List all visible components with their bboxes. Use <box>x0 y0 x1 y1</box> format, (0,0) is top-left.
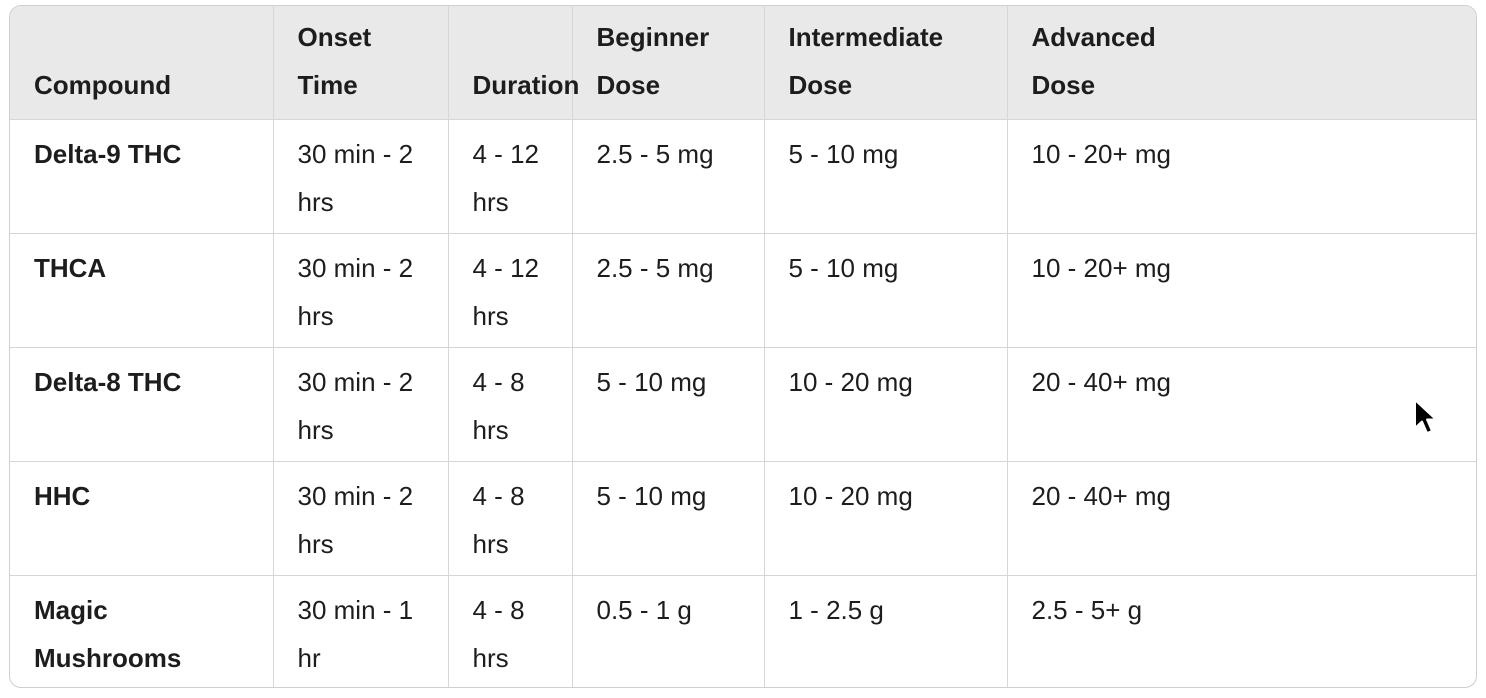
cell-onset-time: 30 min - 1 hr <box>273 575 449 687</box>
cell-beginner-dose: 2.5 - 5 mg <box>572 119 765 234</box>
cell-text: 2.5 - 5 mg <box>596 138 714 169</box>
arrow-pointer-icon <box>1414 399 1437 434</box>
cell-onset-time: 30 min - 2 hrs <box>273 119 449 234</box>
cell-intermediate-dose: 10 - 20 mg <box>764 461 1008 576</box>
header-intermediate-dose: Intermediate Dose <box>764 6 1008 120</box>
cell-text: HHC <box>34 480 91 511</box>
cell-compound: Magic Mushrooms <box>10 575 274 687</box>
header-intermediate-dose-line1: Intermediate <box>788 21 944 52</box>
cell-text: Delta-9 THC <box>34 138 182 169</box>
table-header-row: Compound Onset Time Duration Beginner Do… <box>10 6 1476 120</box>
cell-compound: THCA <box>10 233 274 348</box>
cell-intermediate-dose: 1 - 2.5 g <box>764 575 1008 687</box>
cell-text: 5 - 10 mg <box>596 480 707 511</box>
cell-text: 5 - 10 mg <box>596 366 707 397</box>
header-duration: Duration <box>448 6 579 120</box>
cell-advanced-dose: 2.5 - 5+ g <box>1007 575 1476 687</box>
cell-text: 30 min - 2 <box>297 366 414 397</box>
cell-advanced-dose: 10 - 20+ mg <box>1007 233 1476 348</box>
cell-text: 30 min - 2 <box>297 480 414 511</box>
cell-text: 1 - 2.5 g <box>788 594 884 625</box>
header-beginner-dose: Beginner Dose <box>572 6 765 120</box>
cell-advanced-dose: 20 - 40+ mg <box>1007 347 1476 462</box>
cell-text: 5 - 10 mg <box>788 138 899 169</box>
header-onset-time: Onset Time <box>273 6 449 120</box>
cell-text: 10 - 20 mg <box>788 480 913 511</box>
header-beginner-dose-line1: Beginner <box>596 21 710 52</box>
cell-duration: 4 - 8 hrs <box>448 575 573 687</box>
dosage-table: Compound Onset Time Duration Beginner Do… <box>10 6 1476 687</box>
table-row: THCA 30 min - 2 hrs 4 - 12 hrs 2.5 - 5 mg … <box>10 233 1476 348</box>
cell-intermediate-dose: 10 - 20 mg <box>764 347 1008 462</box>
cell-duration: 4 - 12 hrs <box>448 119 573 234</box>
cell-text: hrs <box>297 414 334 445</box>
cell-beginner-dose: 5 - 10 mg <box>572 461 765 576</box>
cell-text: Delta-8 THC <box>34 366 182 397</box>
cell-text: hrs <box>297 300 334 331</box>
cell-text: 4 - 8 hrs <box>472 594 525 673</box>
cell-compound: Delta-9 THC <box>10 119 274 234</box>
cell-text: 20 - 40+ mg <box>1031 480 1171 511</box>
table-row: Magic Mushrooms 30 min - 1 hr 4 - 8 hrs 0… <box>10 575 1476 687</box>
cell-beginner-dose: 5 - 10 mg <box>572 347 765 462</box>
cell-onset-time: 30 min - 2 hrs <box>273 347 449 462</box>
header-beginner-dose-line2: Dose <box>596 69 661 100</box>
cell-text: 0.5 - 1 g <box>596 594 692 625</box>
cell-beginner-dose: 2.5 - 5 mg <box>572 233 765 348</box>
cell-onset-time: 30 min - 2 hrs <box>273 233 449 348</box>
cell-text: Magic <box>34 594 108 625</box>
cell-intermediate-dose: 5 - 10 mg <box>764 119 1008 234</box>
header-intermediate-dose-line2: Dose <box>788 69 853 100</box>
header-advanced-dose-line2: Dose <box>1031 69 1096 100</box>
cell-advanced-dose: 20 - 40+ mg <box>1007 461 1476 576</box>
cell-text: 30 min - 2 <box>297 138 414 169</box>
cell-advanced-dose: 10 - 20+ mg <box>1007 119 1476 234</box>
cell-text: THCA <box>34 252 107 283</box>
table-row: HHC 30 min - 2 hrs 4 - 8 hrs 5 - 10 mg 10… <box>10 461 1476 576</box>
header-duration-label: Duration <box>472 69 580 100</box>
cell-text: hrs <box>297 528 334 559</box>
cell-intermediate-dose: 5 - 10 mg <box>764 233 1008 348</box>
cell-text: 4 - 12 <box>472 252 540 283</box>
cell-text: hrs <box>472 186 509 217</box>
table-row: Delta-8 THC 30 min - 2 hrs 4 - 8 hrs 5 - … <box>10 347 1476 462</box>
cell-text: 10 - 20+ mg <box>1031 252 1171 283</box>
cell-text: 20 - 40+ mg <box>1031 366 1171 397</box>
cell-text: 2.5 - 5 mg <box>596 252 714 283</box>
cell-text: 4 - 8 hrs <box>472 480 525 559</box>
cell-text: 10 - 20+ mg <box>1031 138 1171 169</box>
header-compound: Compound <box>10 6 274 120</box>
cell-compound: HHC <box>10 461 274 576</box>
cell-text: Mushrooms <box>34 642 182 673</box>
cell-compound: Delta-8 THC <box>10 347 274 462</box>
cell-text: 30 min - 2 <box>297 252 414 283</box>
cell-duration: 4 - 8 hrs <box>448 461 573 576</box>
cell-text: 4 - 8 hrs <box>472 366 525 445</box>
cell-duration: 4 - 12 hrs <box>448 233 573 348</box>
cell-text: 5 - 10 mg <box>788 252 899 283</box>
cell-text: 30 min - 1 hr <box>297 594 414 673</box>
cell-text: hrs <box>472 300 509 331</box>
cell-text: 4 - 12 <box>472 138 540 169</box>
header-advanced-dose-line1: Advanced <box>1031 21 1156 52</box>
table-row: Delta-9 THC 30 min - 2 hrs 4 - 12 hrs 2.5 … <box>10 119 1476 234</box>
header-compound-label: Compound <box>34 69 172 100</box>
header-onset-time-label: Onset Time <box>297 21 372 100</box>
cell-text: 2.5 - 5+ g <box>1031 594 1143 625</box>
cell-beginner-dose: 0.5 - 1 g <box>572 575 765 687</box>
cell-text: hrs <box>297 186 334 217</box>
dosage-table-container: Compound Onset Time Duration Beginner Do… <box>9 5 1477 688</box>
cell-text: 10 - 20 mg <box>788 366 913 397</box>
header-advanced-dose: Advanced Dose <box>1007 6 1476 120</box>
cell-duration: 4 - 8 hrs <box>448 347 573 462</box>
cell-onset-time: 30 min - 2 hrs <box>273 461 449 576</box>
